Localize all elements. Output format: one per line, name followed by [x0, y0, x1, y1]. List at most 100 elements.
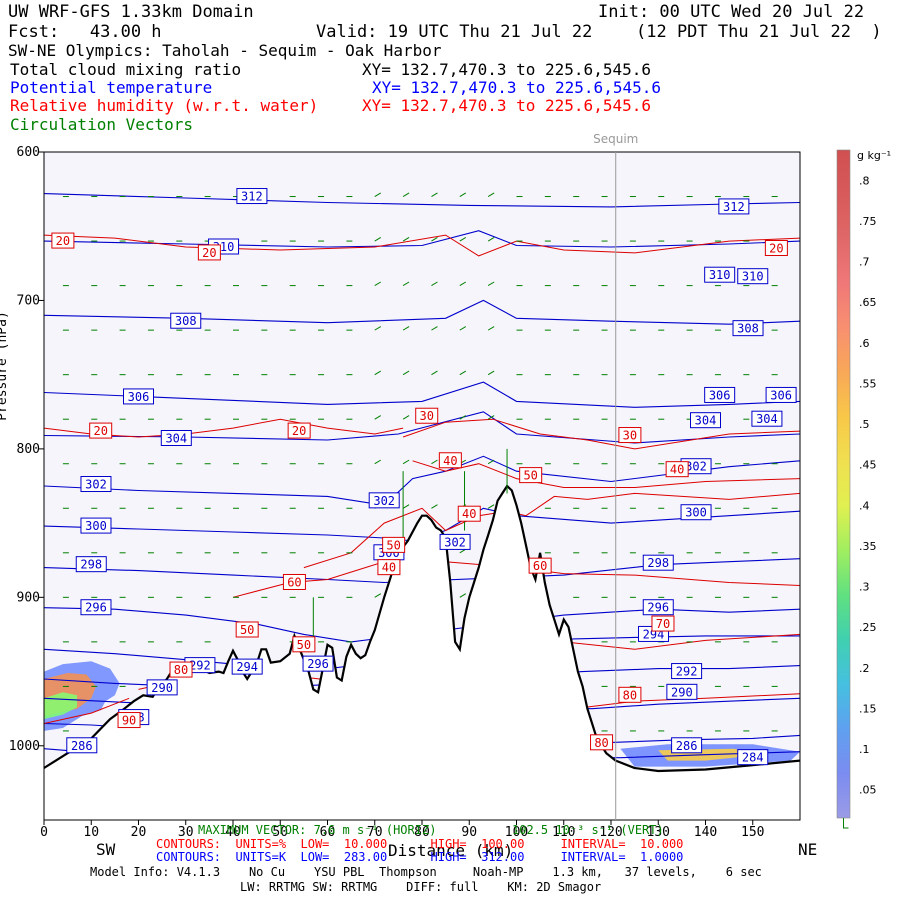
valid-time: Valid: 19 UTC Thu 21 Jul 22: [316, 22, 593, 42]
theta-label-0-box: [236, 188, 268, 205]
theta-label-18-box: [680, 504, 712, 521]
theta-label-22: 296: [647, 601, 669, 615]
colorbar-tick-3: .2: [859, 662, 870, 675]
rh-label-11: 50: [386, 538, 400, 552]
vector-arrow-152: [459, 326, 467, 331]
rh-label-3: 20: [93, 424, 107, 438]
y-tick-label-800: 800: [17, 442, 40, 457]
theta-label-21: 296: [85, 601, 107, 615]
vector-arrow-124: [374, 237, 382, 242]
theta-label-5-box: [170, 312, 202, 329]
theta-contour-290: [44, 697, 800, 710]
rh-label-16-box: [651, 615, 675, 632]
theta-label-16: 300: [85, 519, 107, 533]
rh-contour-20-0: [44, 234, 800, 257]
colorbar-tick-14: .75: [859, 215, 877, 228]
rh-label-8-box: [665, 461, 689, 478]
rh-label-7: 40: [443, 454, 457, 468]
theta-label-30: 296: [307, 657, 329, 671]
vector-arrow-148: [431, 504, 438, 509]
rh-label-10: 50: [523, 469, 537, 483]
rh-label-21-box: [590, 734, 614, 751]
vector-arrow-166: [487, 504, 495, 509]
theta-label-14-box: [368, 492, 400, 509]
vector-arrow-138: [402, 415, 410, 420]
x-axis-label: Distance (km): [388, 841, 514, 860]
theta-label-20: 298: [647, 556, 669, 570]
x-tick-label-100: 100: [505, 825, 528, 840]
model-info-physics: LW: RRTMG SW: RRTMG DIFF: full KM: 2D Sm…: [240, 880, 602, 894]
cross-section-name: SW-NE Olympics: Taholah - Sequim - Oak H…: [8, 41, 442, 60]
theta-label-31: 302: [444, 535, 466, 549]
theta-label-26: 292: [676, 665, 698, 679]
colorbar-tick-11: .6: [859, 337, 870, 350]
vector-arrow-144: [431, 326, 438, 331]
theta-label-12-box: [751, 410, 783, 427]
theta-label-33-box: [671, 737, 703, 754]
rh-label-18: 80: [623, 688, 637, 702]
x-tick-label-60: 60: [320, 825, 336, 840]
vector-arrow-160: [487, 237, 495, 242]
theta-label-27: 290: [151, 681, 173, 695]
rh-label-13: 50: [297, 638, 311, 652]
theta-label-13-box: [80, 476, 112, 493]
field-theta-xy: XY= 132.7,470.3 to 225.6,545.6: [372, 78, 661, 97]
max-vector-horiz: MAXIMUM VECTOR: 7.6 m s⁻¹ (HORIZ): [198, 823, 437, 837]
vector-arrow-153: [459, 370, 467, 376]
theta-label-32: 286: [71, 739, 93, 753]
vector-arrow-125: [374, 281, 382, 287]
rh-label-2: 20: [769, 241, 783, 255]
vector-arrow-135: [402, 281, 410, 287]
x-tick-label-130: 130: [647, 825, 670, 840]
vector-arrow-137: [402, 370, 410, 376]
y-tick-label-1000: 1000: [9, 739, 40, 754]
x-tick-label-120: 120: [599, 825, 622, 840]
theta-label-11-box: [690, 412, 721, 429]
rh-label-20-box: [117, 712, 141, 729]
rh-label-1: 20: [202, 246, 216, 260]
rh-label-14-box: [282, 573, 306, 590]
colorbar-tick-15: .8: [859, 174, 870, 187]
rh-label-9-box: [457, 505, 481, 522]
theta-contour-info: CONTOURS: UNITS=K LOW= 283.00 HIGH= 312.…: [156, 850, 684, 864]
x-tick-label-50: 50: [272, 825, 288, 840]
colorbar-tick-0: .05: [859, 784, 877, 797]
theta-label-23: 294: [236, 660, 258, 674]
colorbar-tick-10: .55: [859, 377, 877, 390]
theta-label-19: 298: [80, 558, 102, 572]
vector-arrow-140: [402, 504, 410, 509]
rh-label-15-box: [528, 557, 552, 574]
vector-arrow-129: [374, 459, 382, 465]
theta-label-12: 304: [756, 412, 778, 426]
rh-label-17-box: [169, 661, 193, 678]
theta-label-6: 308: [737, 322, 759, 336]
theta-label-7-box: [123, 388, 154, 405]
rh-label-9: 40: [462, 507, 476, 521]
rh-label-18-box: [618, 686, 642, 703]
theta-label-28-box: [666, 683, 698, 700]
theta-label-20-box: [642, 554, 674, 571]
theta-contour-302: [44, 455, 800, 506]
theta-label-3: 310: [709, 268, 731, 282]
vector-arrow-139: [402, 459, 410, 465]
y-tick-label-900: 900: [17, 590, 40, 605]
field-theta-name: Potential temperature: [10, 78, 213, 97]
field-rh-name: Relative humidity (w.r.t. water): [10, 96, 319, 115]
vector-arrow-147: [431, 459, 438, 465]
theta-label-21-box: [80, 599, 112, 616]
vector-arrow-163: [487, 370, 495, 376]
model-info: Model Info: V4.1.3 No Cu YSU PBL Thompso…: [90, 865, 762, 879]
theta-label-13: 302: [85, 478, 107, 492]
theta-label-10: 304: [165, 431, 187, 445]
colorbar-tick-12: .65: [859, 296, 877, 309]
x-tick-label-20: 20: [131, 825, 147, 840]
vector-arrow-158: [459, 593, 467, 598]
vector-arrow-127: [374, 370, 382, 376]
rh-label-3-box: [89, 422, 113, 439]
colorbar-tick-2: .15: [859, 702, 877, 715]
field-rh-xy: XY= 132.7,470.3 to 225.6,545.6: [362, 96, 651, 115]
theta-label-34: 284: [742, 751, 764, 765]
valid-time-local: (12 PDT Thu 21 Jul 22 ): [636, 22, 882, 42]
vector-arrow-151: [459, 281, 467, 287]
theta-label-30-box: [302, 655, 334, 672]
